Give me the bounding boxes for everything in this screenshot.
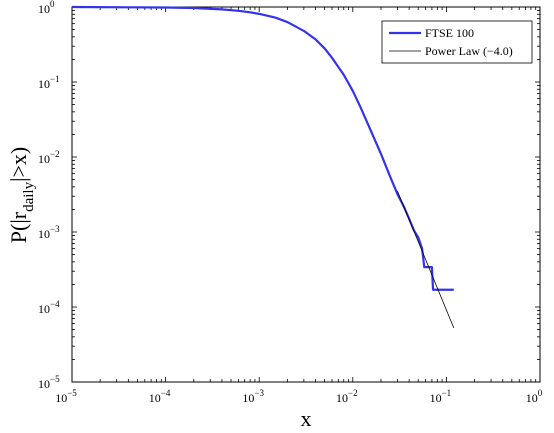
x-tick-labels: 10−5 10−4 10−3 10−2 10−1 100 [55, 388, 543, 405]
y-tick-label: 10−4 [38, 299, 60, 316]
x-tick-label: 10−4 [149, 388, 171, 405]
series-power-law-line [397, 191, 455, 329]
legend: FTSE 100 Power Law (−4.0) [381, 20, 533, 64]
y-tick-label: 10−2 [38, 149, 60, 166]
x-tick-label: 10−3 [242, 388, 264, 405]
legend-label-power-law: Power Law (−4.0) [425, 44, 513, 58]
axis-ticks [71, 6, 541, 383]
x-tick-label: 100 [526, 388, 543, 405]
y-tick-label: 10−1 [38, 74, 60, 91]
series-layer [71, 5, 455, 329]
x-tick-label: 10−5 [55, 388, 77, 405]
plot-area [71, 6, 541, 383]
series-ftse-100-line [71, 5, 454, 291]
y-tick-labels: 10−5 10−4 10−3 10−2 10−1 100 [38, 0, 60, 391]
legend-label-ftse-100: FTSE 100 [425, 26, 474, 40]
y-tick-label: 10−5 [38, 374, 60, 391]
legend-box [381, 20, 533, 64]
x-axis-label: x [301, 406, 312, 431]
x-tick-label: 10−2 [336, 388, 358, 405]
y-tick-label: 100 [38, 0, 55, 16]
y-tick-label: 10−3 [38, 224, 60, 241]
x-tick-label: 10−1 [430, 388, 452, 405]
y-axis-label: P(|rdaily|>x) [6, 147, 37, 243]
